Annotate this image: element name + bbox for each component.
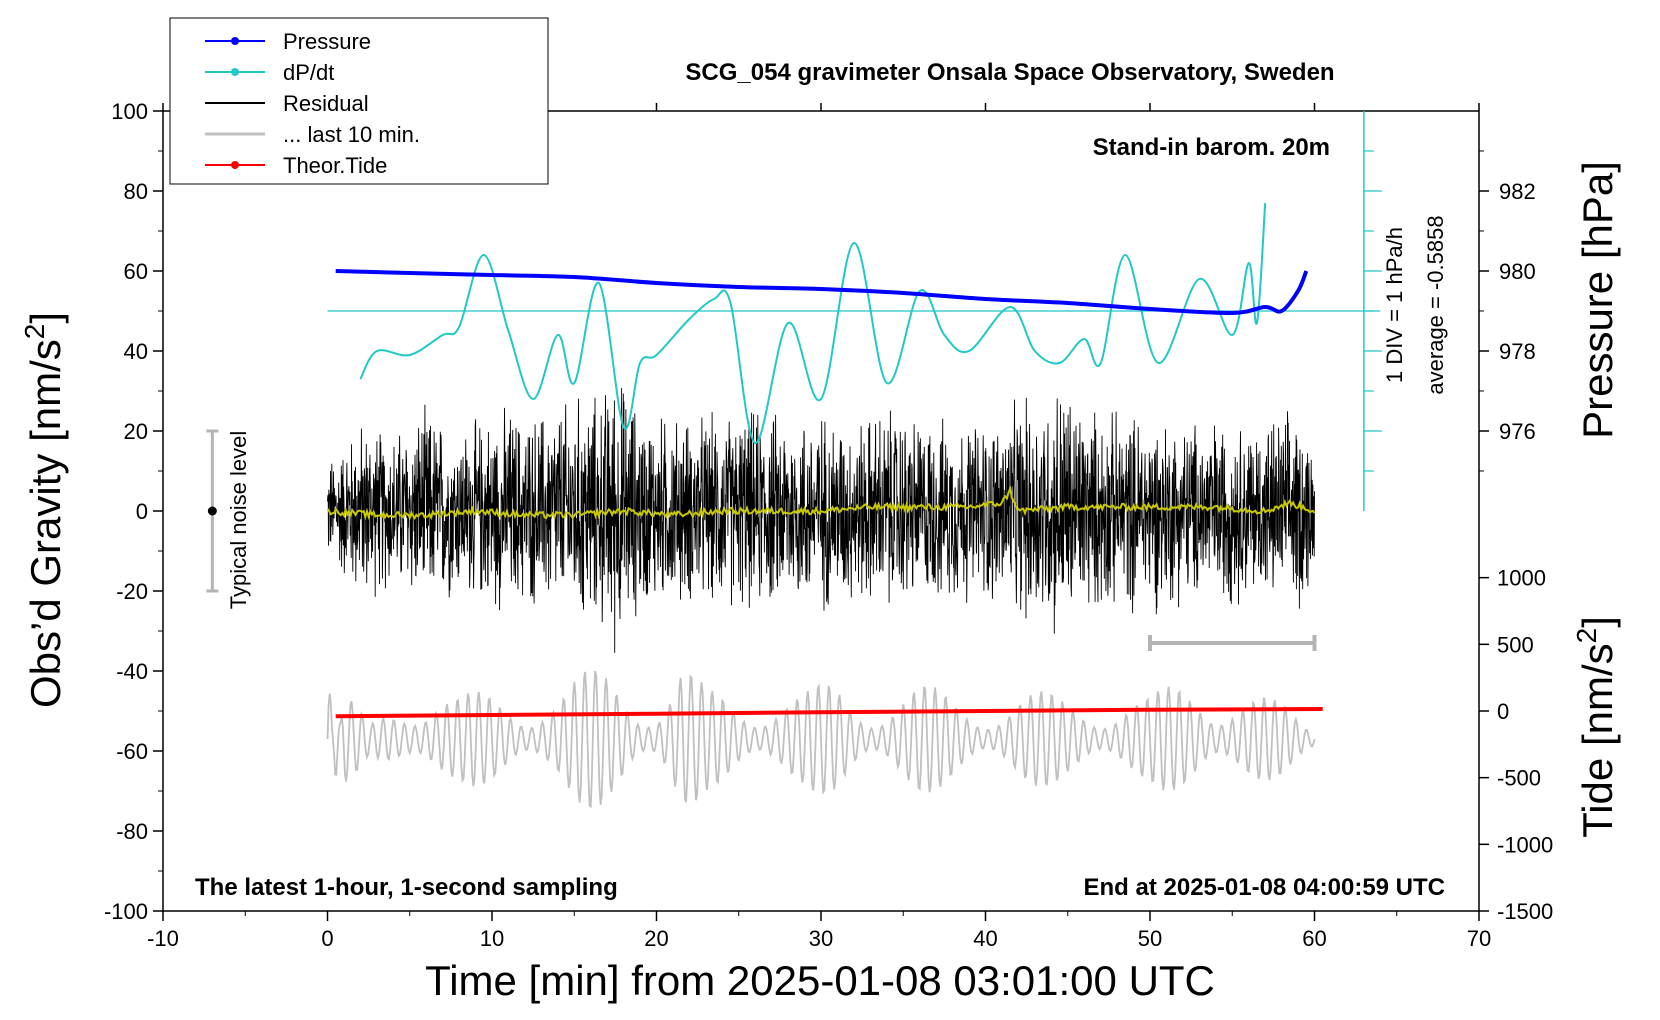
- tide-title-main: Tide [nm/s: [1574, 643, 1621, 838]
- pressure-tick-label: 978: [1499, 339, 1536, 364]
- tide-tick-label: 0: [1497, 699, 1509, 724]
- y-left-tick-label: 100: [111, 99, 148, 124]
- x-tick-label: 20: [644, 926, 668, 951]
- legend-label: Residual: [283, 91, 369, 116]
- legend-box: [169, 17, 549, 185]
- x-tick-label: 60: [1302, 926, 1326, 951]
- y-right-pressure-title: Pressure [hPa]: [1574, 161, 1621, 439]
- legend-label: Theor.Tide: [283, 153, 387, 178]
- x-axis-title: Time [min] from 2025-01-08 03:01:00 UTC: [425, 957, 1215, 1004]
- tide-tick-label: -1000: [1497, 832, 1553, 857]
- x-tick-label: 40: [973, 926, 997, 951]
- y-left-tick-label: 40: [124, 339, 148, 364]
- legend-label: dP/dt: [283, 60, 334, 85]
- last-10-min-bar: [1148, 635, 1317, 651]
- end-at-label: End at 2025-01-08 04:00:59 UTC: [1084, 874, 1446, 901]
- y-left-tick-label: 20: [124, 419, 148, 444]
- series-dpdt: [359, 202, 1267, 445]
- series-residual-smoothed: [326, 485, 1316, 521]
- series-pressure: [335, 269, 1309, 316]
- y-left-tick-label: -100: [104, 899, 148, 924]
- tide-title-close: ]: [1574, 616, 1621, 628]
- x-tick-label: 0: [321, 926, 333, 951]
- legend-marker: [231, 161, 239, 169]
- x-tick-label: 70: [1467, 926, 1491, 951]
- div-label: 1 DIV = 1 hPa/h: [1382, 227, 1407, 383]
- legend-label: Pressure: [283, 29, 371, 54]
- noise-level-indicator: [206, 429, 219, 593]
- y-left-tick-label: 60: [124, 259, 148, 284]
- average-label: average = -0.5858: [1423, 215, 1448, 394]
- legend-marker: [231, 37, 239, 45]
- y-left-tick-label: 80: [124, 179, 148, 204]
- y-left-tick-label: 0: [136, 499, 148, 524]
- y-left-title-sup: 2: [19, 324, 50, 340]
- y-right-tide-title: Tide [nm/s2]: [1571, 616, 1621, 838]
- series-last-10-min: [326, 670, 1316, 809]
- y-left-title-close: ]: [22, 312, 69, 324]
- stand-in-label: Stand-in barom. 20m: [1093, 134, 1330, 161]
- x-tick-label: 10: [480, 926, 504, 951]
- x-tick-label: -10: [147, 926, 179, 951]
- tide-tick-label: 500: [1497, 632, 1534, 657]
- y-left-tick-label: -40: [116, 659, 148, 684]
- legend-marker: [231, 68, 239, 76]
- tide-tick-label: 1000: [1497, 566, 1546, 591]
- noise-level-label: Typical noise level: [226, 431, 251, 610]
- series-theor-tide: [335, 707, 1323, 719]
- tide-title-sup: 2: [1571, 628, 1602, 644]
- latest-label: The latest 1-hour, 1-second sampling: [195, 874, 618, 901]
- pressure-tick-label: 980: [1499, 259, 1536, 284]
- y-left-title-main: Obs’d Gravity [nm/s: [22, 339, 69, 708]
- y-left-axis-title: Obs’d Gravity [nm/s2]: [19, 312, 69, 708]
- tide-tick-label: -500: [1497, 766, 1541, 791]
- pressure-tick-label: 982: [1499, 179, 1536, 204]
- y-left-tick-label: -20: [116, 579, 148, 604]
- series-residual: [327, 388, 1315, 653]
- pressure-tick-label: 976: [1499, 419, 1536, 444]
- y-left-tick-label: -80: [116, 819, 148, 844]
- y-left-tick-label: -60: [116, 739, 148, 764]
- x-tick-label: 30: [809, 926, 833, 951]
- chart-title: SCG_054 gravimeter Onsala Space Observat…: [685, 59, 1334, 86]
- tide-tick-label: -1500: [1497, 899, 1553, 924]
- legend-label: ... last 10 min.: [283, 122, 420, 147]
- legend: Pressure dP/dt Residual ... last 10 min. The…: [169, 17, 549, 185]
- x-tick-label: 50: [1138, 926, 1162, 951]
